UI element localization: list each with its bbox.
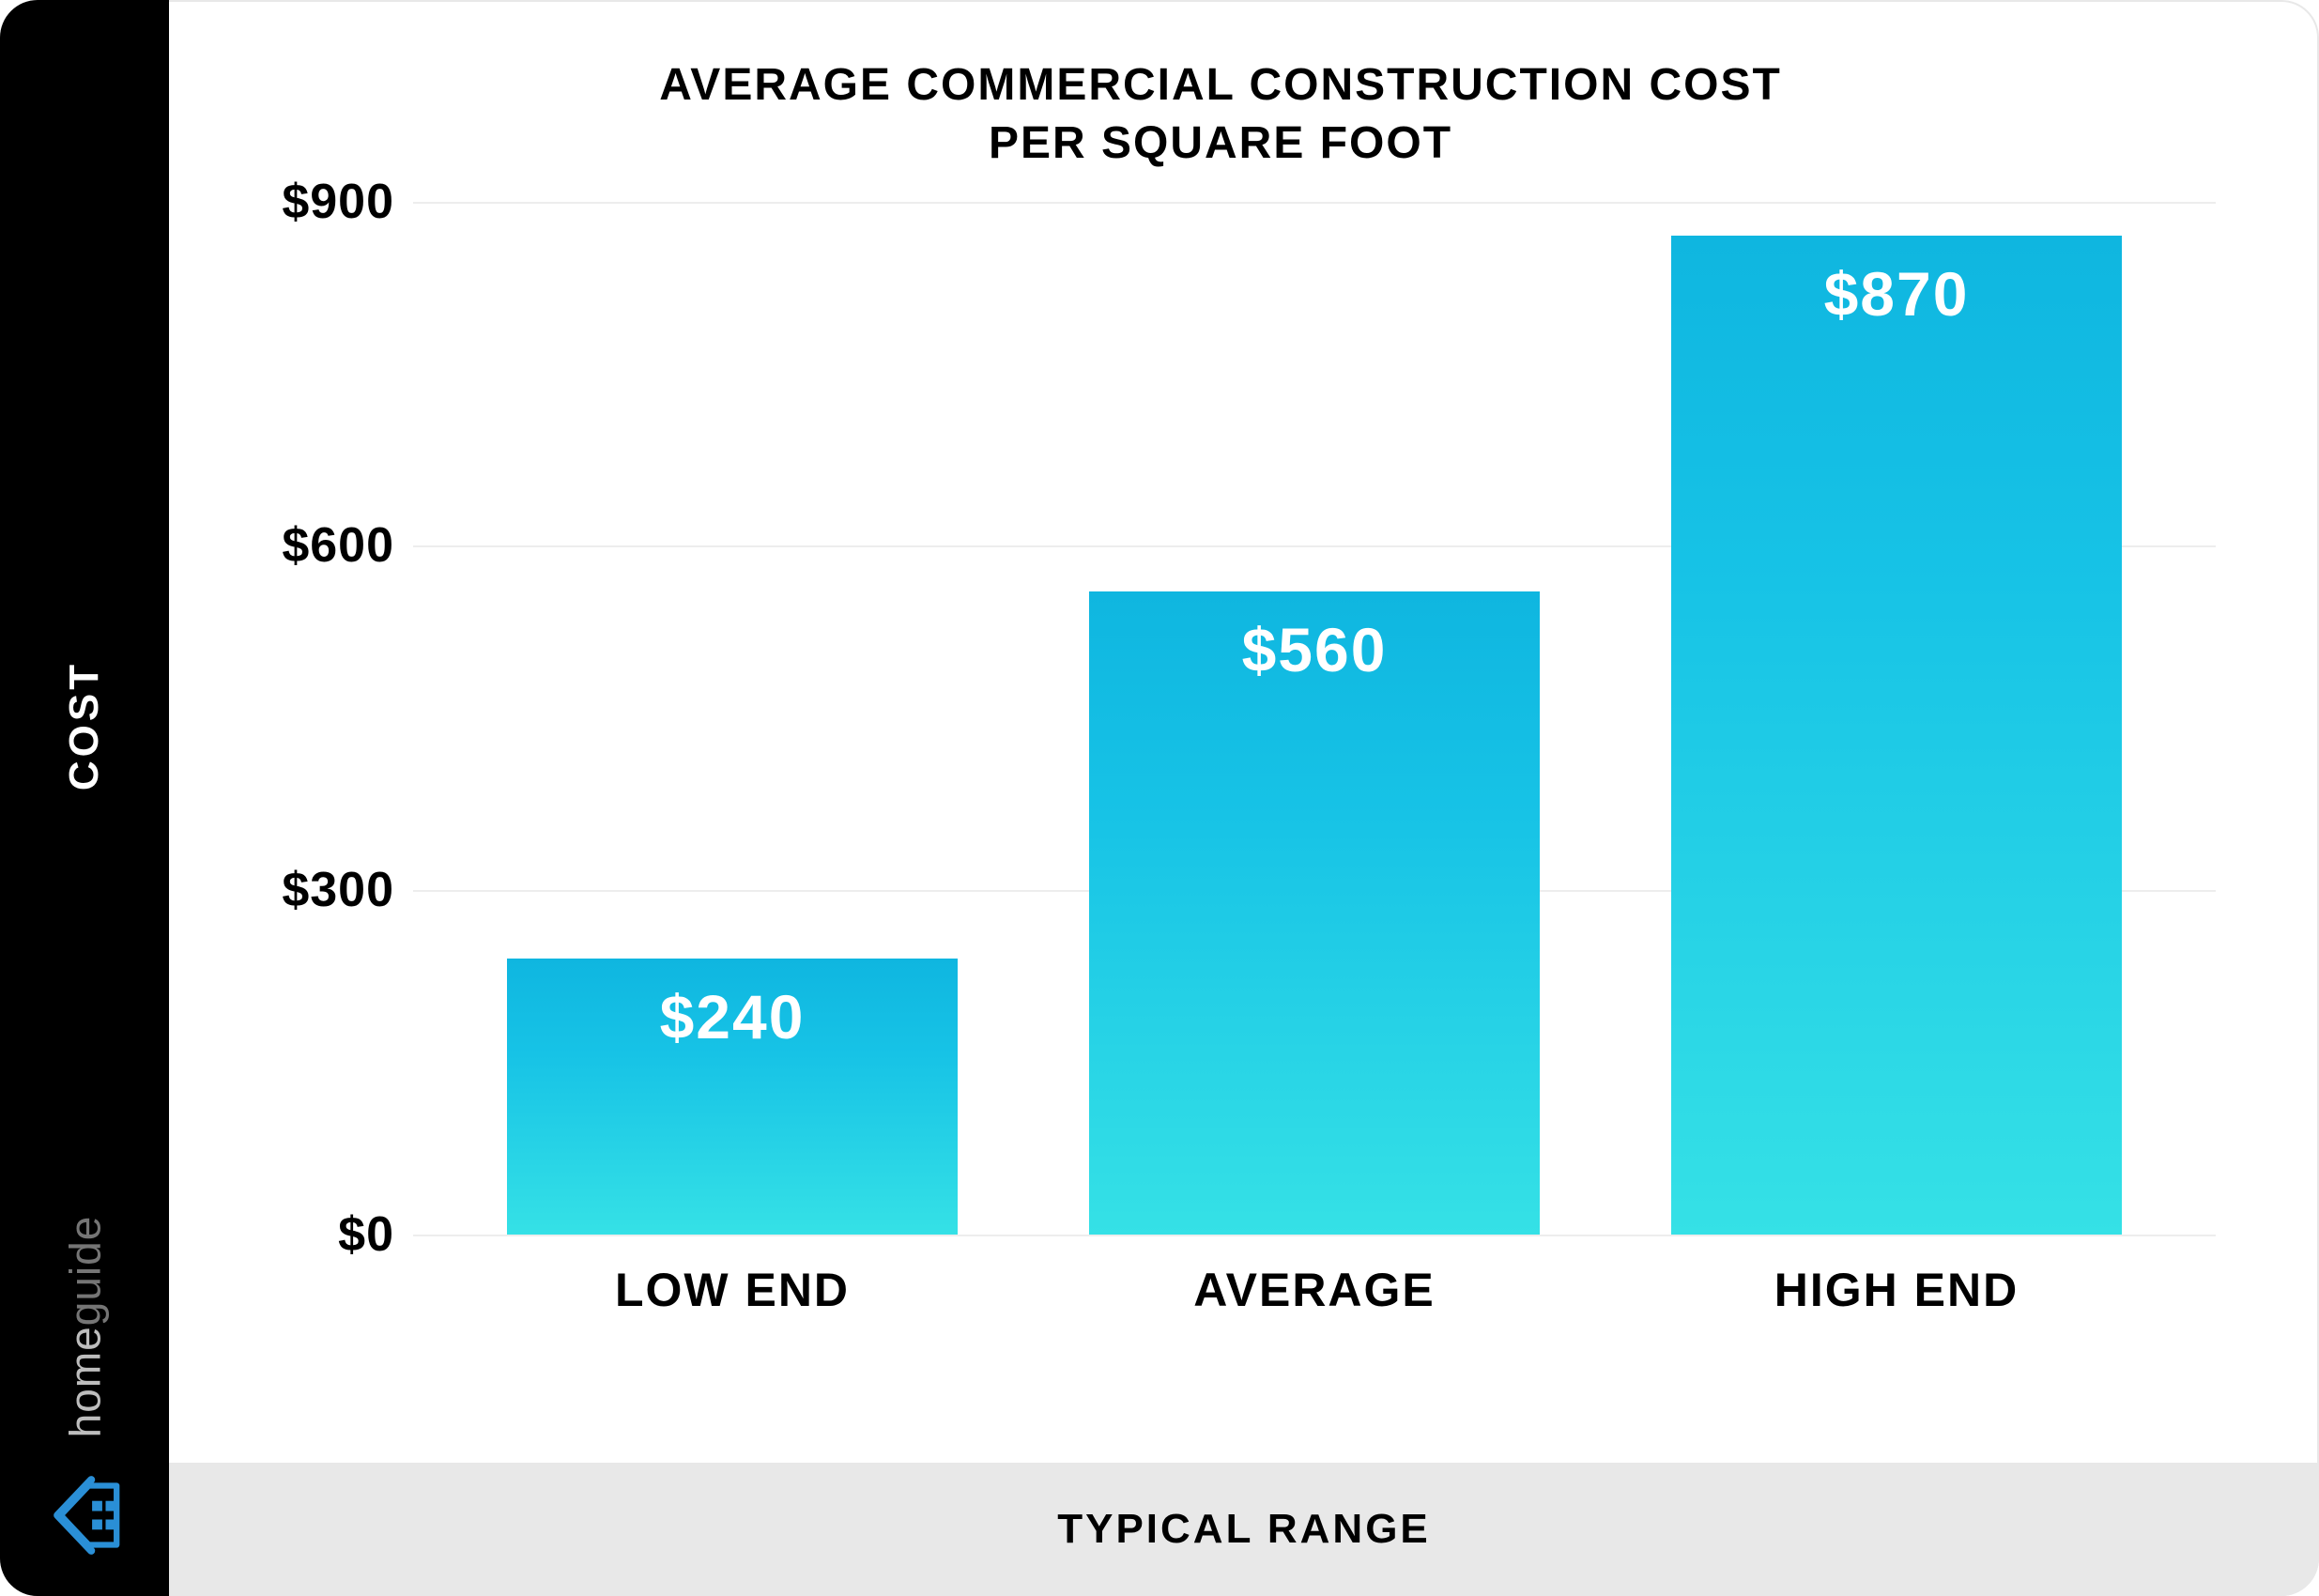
- brand-prefix: home: [60, 1326, 109, 1437]
- x-label-average: AVERAGE: [1089, 1263, 1540, 1317]
- chart-main: AVERAGE COMMERCIAL CONSTRUCTION COST PER…: [169, 0, 2319, 1596]
- bar-value-label: $240: [660, 981, 806, 1052]
- y-axis-title: COST: [61, 661, 108, 790]
- bar-high-end: $870: [1671, 236, 2122, 1234]
- brand-house-icon: [42, 1473, 127, 1562]
- plot: $900 $600 $300 $0 $240 $560: [225, 202, 2216, 1235]
- gridline: [413, 1235, 2216, 1236]
- chart-title: AVERAGE COMMERCIAL CONSTRUCTION COST PER…: [225, 56, 2216, 174]
- chart-title-line1: AVERAGE COMMERCIAL CONSTRUCTION COST: [659, 60, 1782, 110]
- y-tick-600: $600: [282, 517, 394, 574]
- side-rail: COST homeguide: [0, 0, 169, 1596]
- brand-suffix: guide: [60, 1216, 109, 1327]
- plot-area: $240 $560 $870: [413, 202, 2216, 1235]
- y-tick-300: $300: [282, 862, 394, 918]
- y-axis: $900 $600 $300 $0: [225, 202, 413, 1235]
- chart-card: COST homeguide AVERAGE COMMERCIAL CONSTR…: [0, 0, 2319, 1596]
- chart-wrap: AVERAGE COMMERCIAL CONSTRUCTION COST PER…: [169, 0, 2319, 1463]
- x-label-high-end: HIGH END: [1671, 1263, 2122, 1317]
- brand-wordmark: homeguide: [59, 1216, 110, 1438]
- y-tick-900: $900: [282, 174, 394, 230]
- bar-low-end: $240: [507, 959, 958, 1234]
- y-tick-0: $0: [338, 1206, 394, 1263]
- bar-average: $560: [1089, 591, 1540, 1234]
- x-label-low-end: LOW END: [507, 1263, 958, 1317]
- x-axis-labels: LOW END AVERAGE HIGH END: [413, 1235, 2216, 1345]
- bar-value-label: $560: [1242, 614, 1388, 685]
- bar-value-label: $870: [1824, 258, 1970, 330]
- bars-container: $240 $560 $870: [413, 202, 2216, 1235]
- chart-title-line2: PER SQUARE FOOT: [989, 118, 1452, 168]
- x-axis-title: TYPICAL RANGE: [169, 1463, 2319, 1596]
